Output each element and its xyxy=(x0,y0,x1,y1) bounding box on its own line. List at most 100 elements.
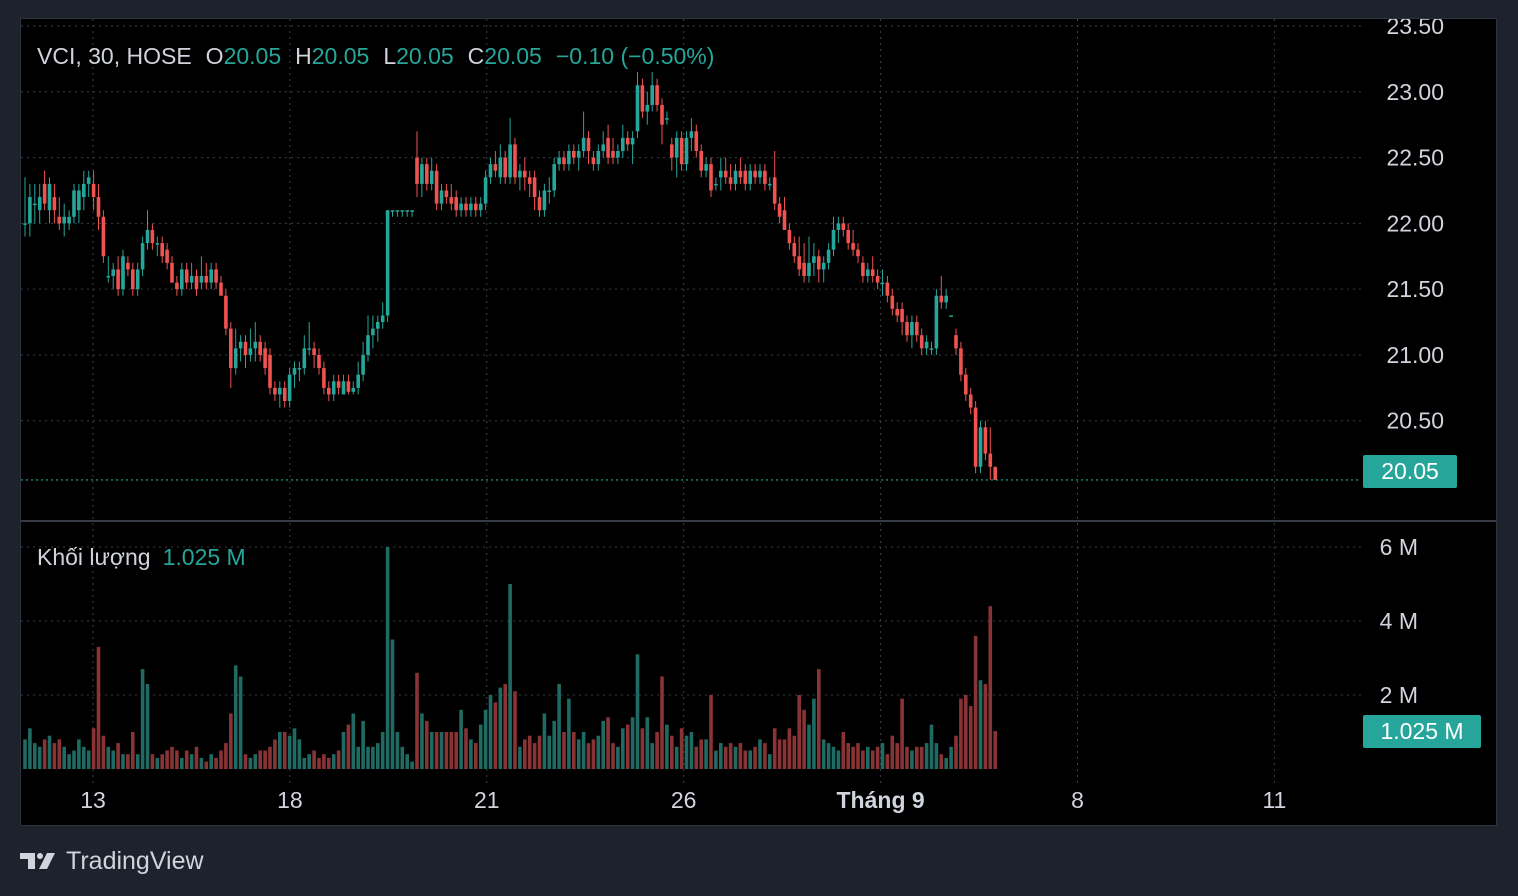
candle-body xyxy=(165,249,169,263)
candle-body xyxy=(273,387,277,395)
volume-bar xyxy=(537,735,542,769)
volume-bar xyxy=(777,739,782,769)
candle-body xyxy=(797,256,801,270)
candle-body xyxy=(689,131,694,138)
candle-body xyxy=(336,381,341,388)
candle-body xyxy=(885,282,890,296)
candle-body xyxy=(297,368,302,370)
volume-bar xyxy=(415,672,419,769)
candle-body xyxy=(861,262,865,276)
volume-bar xyxy=(292,728,297,769)
volume-bar xyxy=(67,754,71,769)
candle-body xyxy=(312,348,316,355)
volume-bar xyxy=(611,743,615,769)
volume-bar xyxy=(915,746,919,769)
candle-body xyxy=(831,229,836,250)
volume-bar xyxy=(135,754,140,769)
volume-bar xyxy=(189,754,194,769)
candle-body xyxy=(792,243,797,257)
volume-bar xyxy=(42,739,47,769)
volume-bar xyxy=(846,743,850,769)
price-axis[interactable]: 20.50 21.00 21.50 22.00 22.50 23.00 23.50 xyxy=(1386,19,1444,434)
volume-bar xyxy=(82,746,86,769)
candle-body xyxy=(253,341,258,349)
candle-body xyxy=(846,229,850,244)
volume-bar xyxy=(557,683,561,769)
volume-bar xyxy=(150,754,155,769)
volume-bar xyxy=(111,750,115,769)
volume-bar xyxy=(503,683,507,769)
volume-bar xyxy=(474,743,478,769)
volume-axis[interactable]: 2 M 4 M 6 M xyxy=(1380,534,1418,708)
volume-bar xyxy=(635,654,640,769)
volume-bar xyxy=(278,732,282,769)
volume-bar xyxy=(273,739,277,769)
volume-bar xyxy=(297,739,302,769)
volume-bar xyxy=(170,746,174,769)
volume-bar xyxy=(72,750,76,769)
volume-bar xyxy=(346,724,351,769)
volume-bar xyxy=(880,743,885,769)
candle-body xyxy=(121,256,125,290)
tradingview-icon xyxy=(20,853,55,869)
volume-bar xyxy=(562,732,566,769)
volume-bar xyxy=(630,717,635,769)
volume-bar xyxy=(547,735,552,769)
volume-bar xyxy=(826,743,831,769)
volume-bar xyxy=(155,757,160,769)
candle-body xyxy=(405,210,409,212)
candle-body xyxy=(807,262,811,276)
candle-body xyxy=(150,229,155,244)
volume-bar xyxy=(86,750,91,769)
volume-bar xyxy=(429,732,434,769)
candle-body xyxy=(679,137,684,165)
volume-label[interactable]: Khối lượng xyxy=(37,544,151,570)
candle-body xyxy=(317,354,321,369)
volume-bar xyxy=(233,665,238,769)
candle-body xyxy=(802,262,806,276)
chart-canvas[interactable]: 20.50 21.00 21.50 22.00 22.50 23.00 23.50 2 M 4… xyxy=(21,19,1497,826)
volume-bar xyxy=(910,750,914,769)
candle-body xyxy=(478,203,483,211)
candle-body xyxy=(322,368,326,388)
candle-body xyxy=(341,381,346,395)
volume-bar xyxy=(96,646,101,769)
candle-body xyxy=(709,164,713,191)
volume-bar xyxy=(782,739,787,769)
volume-bar xyxy=(219,750,223,769)
chart-panel[interactable]: 20.50 21.00 21.50 22.00 22.50 23.00 23.50 2 M 4… xyxy=(20,18,1497,826)
volume-bar xyxy=(797,695,801,769)
candle-body xyxy=(449,197,454,204)
tradingview-logo[interactable]: TradingView xyxy=(20,846,204,876)
candle-body xyxy=(224,295,228,329)
price-tick-label: 21.00 xyxy=(1386,342,1444,368)
candle-body xyxy=(420,164,424,184)
candle-body xyxy=(111,269,115,276)
candle-body xyxy=(508,144,512,178)
price-tick-label: 22.00 xyxy=(1386,210,1444,236)
volume-bar xyxy=(532,743,537,769)
time-tick-label: 8 xyxy=(1071,787,1084,813)
symbol-label[interactable]: VCI, 30, HOSE xyxy=(37,43,192,69)
price-tick-label: 21.50 xyxy=(1386,276,1444,302)
volume-bar xyxy=(47,735,52,769)
volume-bar xyxy=(238,676,243,769)
candle-body xyxy=(625,137,630,145)
candle-body xyxy=(572,151,576,158)
candle-body xyxy=(944,295,948,303)
candle-body xyxy=(248,348,253,355)
volume-bar xyxy=(968,706,973,769)
volume-bar xyxy=(875,746,880,769)
volume-bar xyxy=(694,746,699,769)
candle-body xyxy=(400,210,405,212)
candle-body xyxy=(939,295,944,303)
volume-bar xyxy=(802,709,806,769)
candle-body xyxy=(429,170,434,184)
candle-body xyxy=(743,170,748,184)
volume-bar xyxy=(194,746,199,769)
volume-bar xyxy=(704,739,708,769)
volume-bar xyxy=(959,698,963,769)
candle-body xyxy=(674,137,679,158)
candle-body xyxy=(934,295,939,349)
time-axis[interactable]: 13 18 21 26 Tháng 9 8 11 xyxy=(80,787,1286,813)
